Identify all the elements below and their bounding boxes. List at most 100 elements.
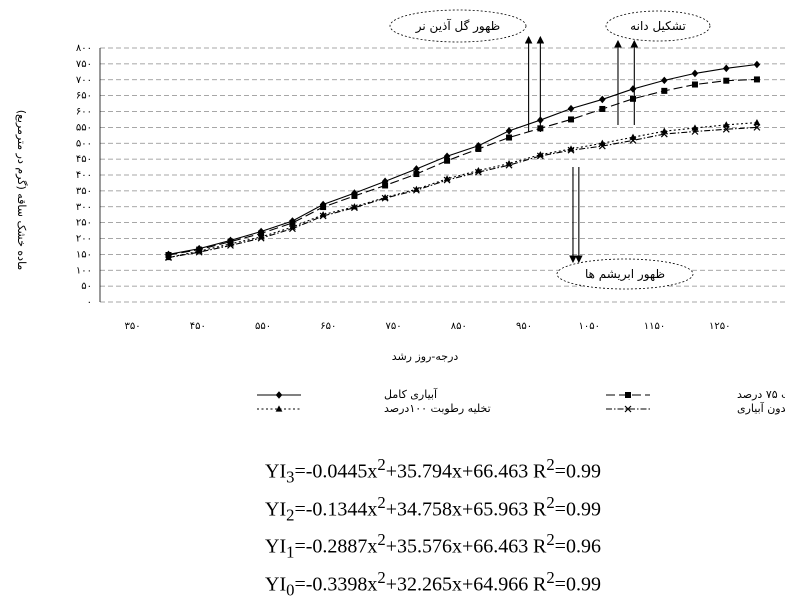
legend-marker bbox=[275, 391, 283, 399]
y-axis-title: ماده خشک ساقه (گرم در مترمربع) bbox=[15, 110, 28, 271]
data-point bbox=[319, 212, 327, 220]
data-point bbox=[567, 104, 575, 113]
legend: آبیاری کامل تخلیه رطوبت ۷۵ درصد تخلیه رطوب… bbox=[257, 387, 785, 415]
legend-item: آبیاری کامل bbox=[257, 387, 438, 401]
data-point bbox=[505, 159, 513, 167]
r2-exponent: 2 bbox=[546, 567, 555, 587]
x-tick-label: ۱۲۵۰ bbox=[709, 321, 730, 332]
x-tick-label: ۳۵۰ bbox=[125, 321, 141, 332]
data-point bbox=[505, 127, 513, 135]
r2-label: R bbox=[533, 460, 547, 483]
equation-r2: R2=0.96 bbox=[533, 527, 601, 565]
eq-tail: +35.576x+66.463 bbox=[385, 535, 529, 558]
x-tick-label: ۵۵۰ bbox=[255, 321, 271, 332]
data-point bbox=[599, 95, 606, 104]
r2-value: =0.99 bbox=[554, 573, 601, 596]
eq-tail: +34.758x+65.963 bbox=[385, 498, 529, 521]
data-point bbox=[351, 192, 358, 199]
annotation-2: ظهور ابریشم ها bbox=[556, 167, 694, 290]
data-point bbox=[567, 146, 575, 154]
data-point bbox=[257, 234, 265, 242]
y-tick-label: ۶۰۰ bbox=[76, 107, 92, 118]
series-3 bbox=[165, 123, 761, 261]
y-tick-label: ۶۵۰ bbox=[76, 91, 92, 102]
eq-lhs: YI bbox=[265, 460, 287, 483]
data-point bbox=[629, 95, 636, 102]
annotation-label: ظهور گل آذین نر bbox=[415, 18, 500, 34]
eq-subscript: 1 bbox=[286, 542, 295, 562]
x-tick-label: ۱۰۵۰ bbox=[579, 321, 600, 332]
eq-exponent: 2 bbox=[377, 455, 386, 474]
eq-exponent: 2 bbox=[377, 492, 386, 512]
legend-marker bbox=[275, 405, 283, 412]
x-tick-label: ۷۵۰ bbox=[386, 321, 402, 332]
legend-label: آبیاری کامل bbox=[384, 387, 438, 401]
annotation-callout bbox=[556, 258, 694, 290]
data-point bbox=[598, 142, 606, 150]
y-tick-label: ۱۵۰ bbox=[76, 249, 92, 260]
data-point bbox=[381, 194, 389, 202]
legend-label: بدون آبیاری bbox=[737, 401, 785, 415]
r2-exponent: 2 bbox=[546, 492, 555, 512]
y-tick-label: ۴۵۰ bbox=[76, 154, 92, 165]
eq-lhs: YI bbox=[265, 535, 287, 558]
r2-label: R bbox=[533, 573, 547, 596]
equation-formula: YI2=-0.1344x2+34.758x+65.963 bbox=[265, 490, 533, 528]
data-point bbox=[351, 203, 358, 210]
y-tick-label: ۷۵۰ bbox=[76, 59, 92, 70]
data-point bbox=[723, 77, 730, 84]
x-axis-title: درجه-روز رشد bbox=[392, 350, 459, 363]
data-point bbox=[536, 152, 544, 160]
series-1 bbox=[165, 76, 760, 259]
data-point bbox=[443, 152, 451, 161]
legend-label: تخلیه رطوبت ۱۰۰درصد bbox=[384, 402, 491, 415]
data-point bbox=[722, 121, 730, 128]
data-point bbox=[320, 204, 327, 211]
equation-row: YI2=-0.1344x2+34.758x+65.963 R2=0.99 bbox=[265, 490, 685, 528]
data-point bbox=[227, 240, 234, 247]
data-point bbox=[474, 168, 482, 176]
series-line bbox=[168, 63, 758, 255]
data-point bbox=[382, 182, 389, 189]
equation-formula: YI1=-0.2887x2+35.576x+66.463 bbox=[265, 527, 533, 565]
eq-exponent: 2 bbox=[377, 530, 386, 550]
r2-value: =0.99 bbox=[554, 498, 601, 521]
eq-coef: =-0.3398x bbox=[294, 573, 378, 596]
data-point bbox=[660, 130, 668, 138]
data-point bbox=[505, 161, 513, 169]
data-point bbox=[444, 157, 451, 164]
data-point bbox=[412, 186, 420, 194]
y-tick-label: ۷۰۰ bbox=[76, 75, 92, 86]
eq-tail: +35.794x+66.463 bbox=[385, 460, 529, 483]
eq-tail: +32.265x+64.966 bbox=[385, 573, 529, 596]
data-point bbox=[691, 81, 698, 88]
data-point bbox=[195, 247, 203, 254]
annotation-callout bbox=[605, 10, 711, 42]
data-point bbox=[753, 123, 761, 131]
equation-r2: R2=0.99 bbox=[533, 490, 601, 528]
series-2 bbox=[165, 119, 761, 261]
data-point bbox=[413, 171, 420, 178]
series-line bbox=[168, 122, 757, 259]
equation-row: YI1=-0.2887x2+35.576x+66.463 R2=0.96 bbox=[265, 527, 685, 565]
data-point bbox=[165, 254, 172, 261]
annotation-1: تشکیل دانه bbox=[605, 10, 711, 125]
legend-marker bbox=[624, 405, 632, 413]
annotation-0: ظهور گل آذین نر bbox=[389, 9, 545, 132]
x-tick-label: ۸۵۰ bbox=[451, 321, 467, 332]
y-tick-label: ۴۰۰ bbox=[76, 170, 92, 181]
y-tick-label: ۵۰۰ bbox=[76, 138, 92, 149]
eq-lhs: YI bbox=[265, 573, 287, 596]
equation-formula: YI0=-0.3398x2+32.265x+64.966 bbox=[265, 565, 533, 603]
eq-subscript: 2 bbox=[286, 505, 295, 525]
eq-subscript: 0 bbox=[286, 580, 295, 600]
data-point bbox=[753, 76, 760, 83]
r2-value: =0.99 bbox=[554, 460, 601, 483]
data-point bbox=[691, 69, 699, 78]
data-point bbox=[351, 204, 358, 212]
y-tick-label: ۳۰۰ bbox=[76, 202, 92, 213]
data-point bbox=[443, 176, 451, 184]
annotation-label: تشکیل دانه bbox=[630, 19, 686, 33]
chart: ۰ ۵۰ ۱۰۰ ۱۵۰ ۲۰۰ ۲۵۰ ۳۰۰ ۳۵۰ ۴۰۰ ۴۵۰ ۵۰۰ ۵۵۰ ۶۰۰ ۶۵۰ ۷… bbox=[15, 9, 785, 415]
eq-subscript: 3 bbox=[286, 467, 295, 487]
